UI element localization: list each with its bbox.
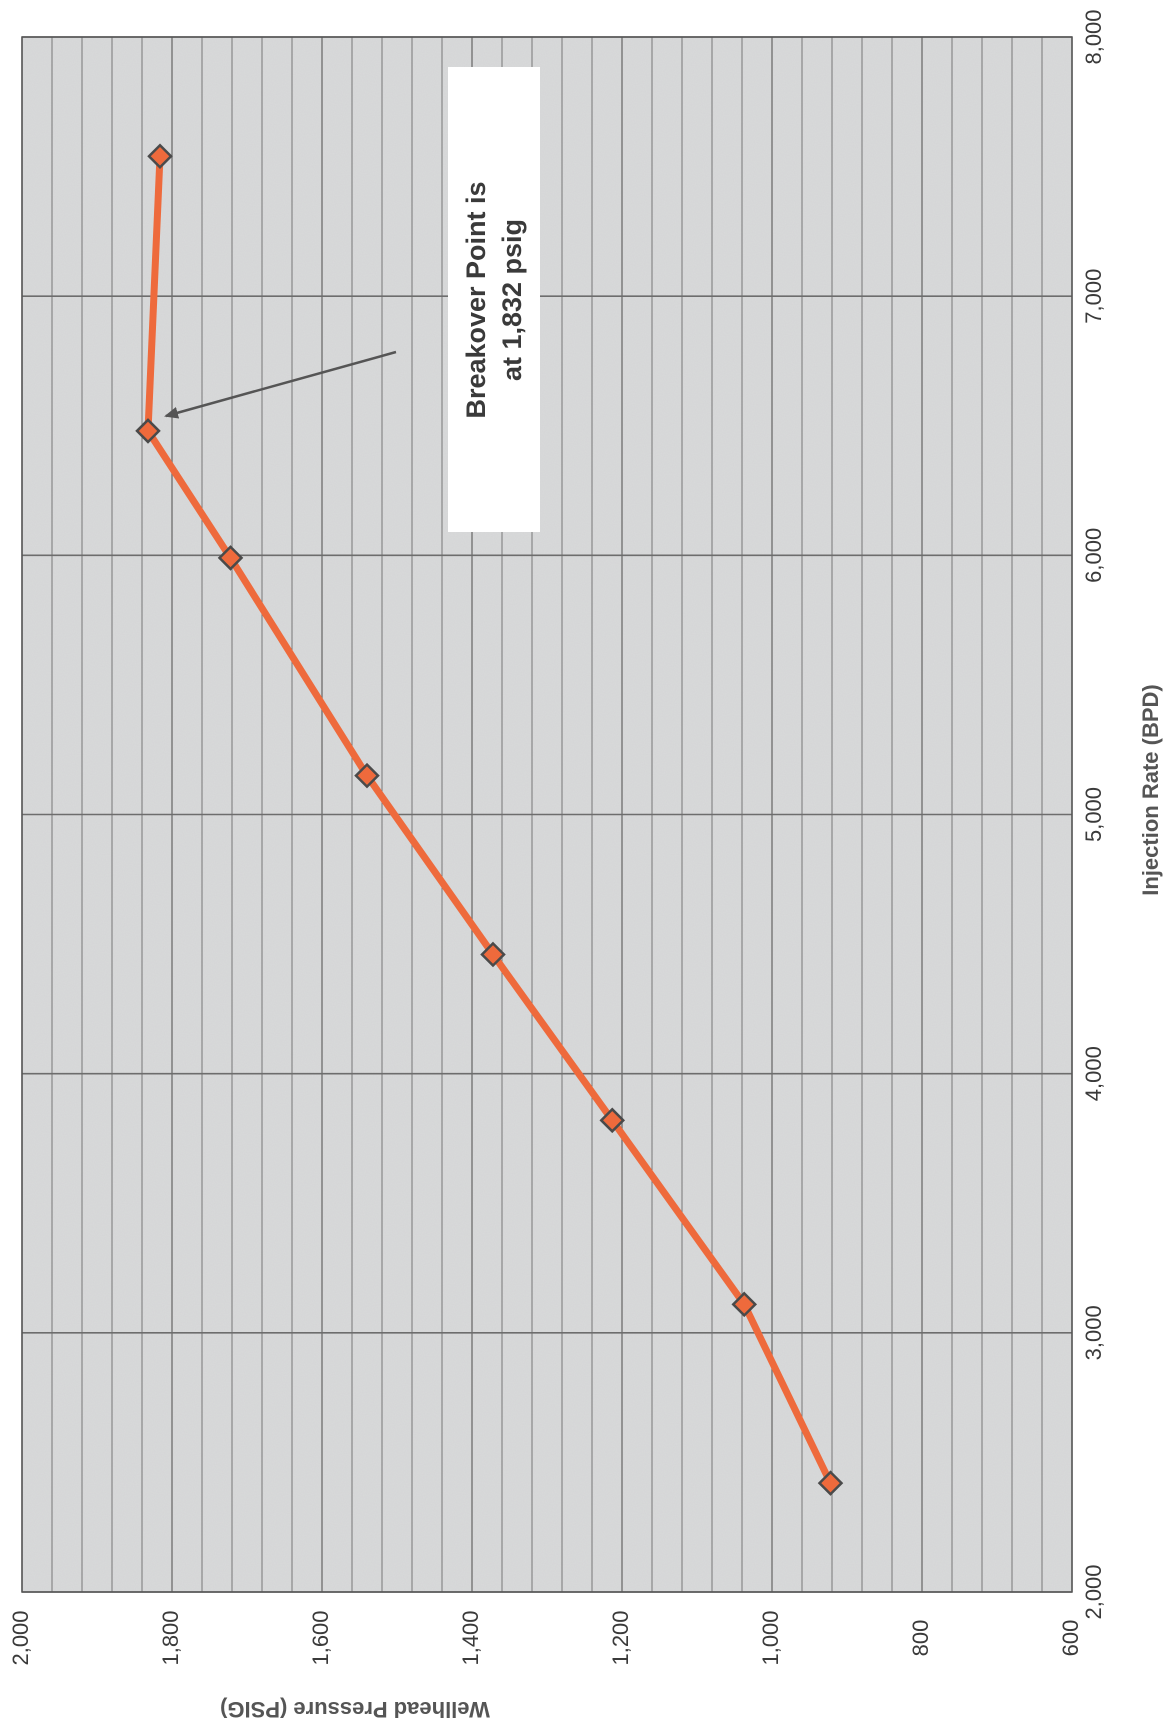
y-tick-label: 1,600	[308, 1610, 333, 1665]
data-point-marker	[731, 1291, 758, 1318]
x-tick-label-group: 2,000	[1081, 1564, 1106, 1619]
annotation: Breakover Point is at 1,832 psig	[164, 67, 540, 532]
series-line	[144, 152, 834, 1487]
annotation-line-1: Breakover Point is	[461, 181, 491, 418]
x-tick-label: 8,000	[1081, 9, 1106, 64]
x-axis-title: Injection Rate (BPD)	[1138, 684, 1163, 895]
gridlines	[21, 36, 1073, 1593]
y-tick-label: 2,000	[8, 1610, 33, 1665]
y-tick-label-group: 1,600	[308, 1610, 333, 1665]
data-point-marker	[135, 418, 161, 444]
y-axis-title-group: Wellhead Pressure (PSIG)	[220, 1697, 490, 1722]
y-tick-label: 1,400	[458, 1610, 483, 1665]
axis-tick-labels: 2,000 3,000 4,000 5,000 6,000 7,000 8,000 600 80…	[8, 9, 1106, 1665]
annotation-text-group: Breakover Point is at 1,832 psig	[461, 181, 527, 418]
y-tick-label-group: 800	[908, 1620, 933, 1657]
data-point-marker	[817, 1470, 844, 1496]
y-tick-label-group: 1,800	[158, 1610, 183, 1665]
x-axis-title-group: Injection Rate (BPD)	[1138, 684, 1163, 895]
y-tick-label: 1,000	[758, 1610, 783, 1665]
y-axis-title: Wellhead Pressure (PSIG)	[220, 1697, 490, 1722]
y-tick-label-group: 1,400	[458, 1610, 483, 1665]
annotation-line-2: at 1,832 psig	[497, 219, 527, 381]
x-tick-label-group: 6,000	[1081, 528, 1106, 583]
x-tick-label-group: 7,000	[1081, 269, 1106, 324]
y-tick-label: 1,800	[158, 1610, 183, 1665]
y-tick-label-group: 600	[1058, 1620, 1083, 1657]
x-tick-label-group: 3,000	[1081, 1305, 1106, 1360]
y-tick-label: 600	[1058, 1620, 1083, 1657]
y-tick-label-group: 2,000	[8, 1610, 33, 1665]
x-tick-label: 6,000	[1081, 528, 1106, 583]
data-point-marker	[354, 762, 380, 789]
x-tick-label-group: 4,000	[1081, 1046, 1106, 1101]
data-point-marker	[599, 1107, 626, 1134]
plot-frame	[21, 36, 1073, 1593]
plot-area	[21, 36, 1073, 1593]
x-tick-label: 3,000	[1081, 1305, 1106, 1360]
annotation-arrow	[164, 350, 397, 419]
y-tick-label: 1,200	[608, 1610, 633, 1665]
y-tick-label-group: 1,200	[608, 1610, 633, 1665]
y-tick-label-group: 1,000	[758, 1610, 783, 1665]
data-series	[135, 143, 844, 1496]
data-point-marker	[217, 545, 244, 571]
data-point-marker	[147, 143, 173, 169]
data-point-marker	[480, 941, 506, 968]
x-tick-label-group: 5,000	[1081, 787, 1106, 842]
x-tick-label: 5,000	[1081, 787, 1106, 842]
x-tick-label: 7,000	[1081, 269, 1106, 324]
x-tick-label-group: 8,000	[1081, 9, 1106, 64]
annotation-box	[448, 67, 540, 532]
x-tick-label: 4,000	[1081, 1046, 1106, 1101]
x-tick-label: 2,000	[1081, 1564, 1106, 1619]
y-tick-label: 800	[908, 1620, 933, 1657]
